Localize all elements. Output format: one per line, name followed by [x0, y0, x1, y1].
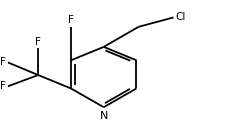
Text: N: N	[99, 111, 107, 121]
Text: F: F	[0, 57, 5, 67]
Text: Cl: Cl	[175, 12, 185, 22]
Text: F: F	[68, 15, 74, 25]
Text: F: F	[35, 37, 41, 47]
Text: F: F	[0, 81, 5, 91]
